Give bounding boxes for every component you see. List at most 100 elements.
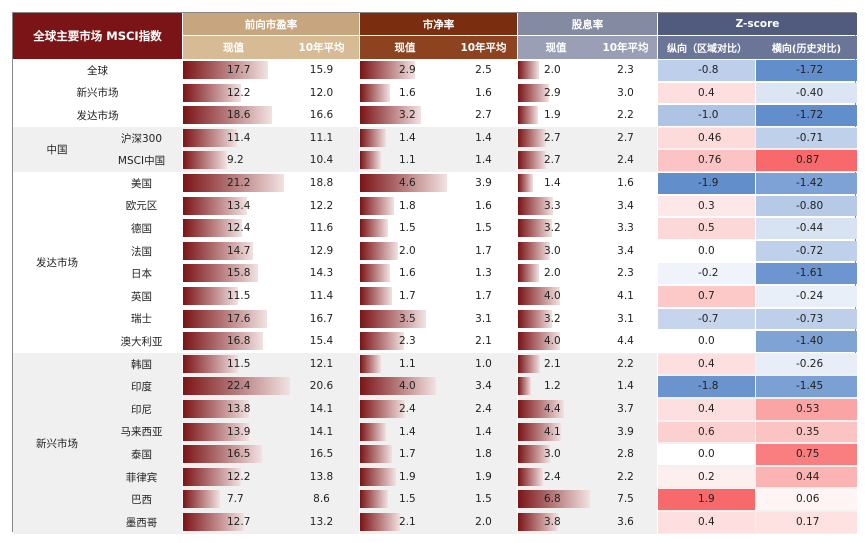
z-score-vertical: 0.2 xyxy=(658,466,755,488)
market-name: 瑞士 xyxy=(131,313,152,326)
dy-average: 3.0 xyxy=(617,86,634,99)
pb-current: 3.2 xyxy=(399,109,416,122)
pe-current: 13.8 xyxy=(227,403,251,415)
table-row: 印尼 13.8 14.1 2.4 2.4 4.4 3.7 0.4 0.53 xyxy=(13,398,857,421)
dy-current: 6.8 xyxy=(544,493,561,506)
dy-current: 2.0 xyxy=(544,64,561,76)
table-row: 沪深300 11.4 11.1 1.4 1.4 2.7 2.7 0.46 -0.71 xyxy=(13,126,857,150)
z-score-horizontal: 0.17 xyxy=(756,512,857,533)
column-divider xyxy=(359,59,360,533)
pb-current: 2.9 xyxy=(399,64,416,76)
pb-current: 2.3 xyxy=(399,335,416,348)
pb-current: 1.5 xyxy=(399,222,416,235)
dy-average: 3.4 xyxy=(617,244,634,257)
dy-average: 4.4 xyxy=(617,335,634,348)
pe-current: 9.2 xyxy=(227,154,244,167)
dy-average: 2.2 xyxy=(617,357,634,370)
pb-bar xyxy=(360,513,400,531)
z-score-horizontal: 0.87 xyxy=(756,150,857,171)
z-score-vertical: 0.4 xyxy=(658,399,755,420)
table-row: 泰国 16.5 16.5 1.7 1.8 3.0 2.8 0.0 0.75 xyxy=(13,443,857,466)
dy-bar xyxy=(518,445,550,464)
pb-bar xyxy=(360,445,393,464)
z-score-horizontal: -0.73 xyxy=(756,308,857,330)
pb-bar xyxy=(360,422,387,441)
pb-average: 3.4 xyxy=(475,380,492,393)
dy-average: 3.3 xyxy=(617,222,634,235)
pe-current: 12.2 xyxy=(227,86,251,99)
pb-bar xyxy=(360,400,406,418)
z-score-horizontal: -0.71 xyxy=(756,127,857,149)
pe-bar xyxy=(183,445,262,464)
dy-bar xyxy=(518,83,549,102)
market-name: 德国 xyxy=(131,222,152,235)
pe-current: 16.5 xyxy=(227,448,251,461)
dy-bar xyxy=(518,264,540,283)
market-name: 全球 xyxy=(87,64,108,77)
z-score-vertical: -1.0 xyxy=(658,105,755,126)
market-name: 韩国 xyxy=(131,358,152,371)
pb-current: 1.6 xyxy=(399,86,416,99)
market-name: MSCI中国 xyxy=(117,155,166,168)
dy-current: 3.8 xyxy=(544,516,561,528)
dy-average: 3.1 xyxy=(617,312,634,325)
z-score-vertical: -0.8 xyxy=(658,60,755,81)
pe-average: 18.8 xyxy=(309,177,334,189)
z-score-vertical: 0.0 xyxy=(658,444,755,465)
pb-current: 1.7 xyxy=(399,448,416,461)
region-group-label: 新兴市场 xyxy=(36,437,78,450)
pb-bar xyxy=(360,467,396,486)
pe-bar xyxy=(183,106,272,125)
pb-average: 2.5 xyxy=(475,64,492,76)
dy-bar xyxy=(518,490,590,509)
pb-header: 市净率 xyxy=(360,13,517,35)
dy-current: 1.4 xyxy=(544,177,561,189)
market-name: 巴西 xyxy=(131,494,152,507)
market-name: 马来西亚 xyxy=(120,426,163,439)
pb-current: 3.5 xyxy=(399,312,416,325)
pe-current: 17.6 xyxy=(227,312,251,325)
market-name: 澳大利亚 xyxy=(120,335,163,348)
z-score-horizontal: -1.72 xyxy=(756,105,857,126)
pe-current: 12.2 xyxy=(227,470,251,483)
dy-current: 3.2 xyxy=(544,222,561,235)
z-score-vertical: -1.8 xyxy=(658,376,755,397)
z-vertical-header: 纵向（区域对比） xyxy=(658,36,756,59)
dy-average: 4.1 xyxy=(617,290,634,302)
pb-average: 1.3 xyxy=(475,267,492,280)
dy-average: 2.3 xyxy=(617,267,634,280)
pe-average: 20.6 xyxy=(309,380,334,393)
dy-current-header: 现值 xyxy=(518,36,594,59)
dy-average: 3.9 xyxy=(617,425,634,438)
table-row: 欧元区 13.4 12.2 1.8 1.6 3.3 3.4 0.3 -0.80 xyxy=(13,195,857,218)
z-score-horizontal: -0.72 xyxy=(756,240,857,262)
market-name: 法国 xyxy=(131,245,152,258)
table-row: 法国 14.7 12.9 2.0 1.7 3.0 3.4 0.0 -0.72 xyxy=(13,240,857,263)
dy-bar xyxy=(518,400,565,418)
pb-bar xyxy=(360,264,391,283)
pe-current-header: 现值 xyxy=(183,36,284,59)
pe-average: 11.4 xyxy=(309,290,334,302)
market-name: 泰国 xyxy=(131,448,152,461)
dy-current: 2.7 xyxy=(544,154,561,167)
pb-average: 1.7 xyxy=(475,290,492,302)
dy-current: 4.0 xyxy=(544,290,561,302)
z-score-horizontal: 0.35 xyxy=(756,421,857,443)
dy-current: 4.0 xyxy=(544,335,561,348)
dy-bar xyxy=(518,151,547,170)
dy-average: 2.2 xyxy=(617,109,634,122)
pb-current: 1.4 xyxy=(399,131,416,144)
pe-bar xyxy=(183,332,264,351)
pe-average: 11.1 xyxy=(309,131,334,144)
pe-average: 14.3 xyxy=(309,267,334,280)
pb-current: 2.4 xyxy=(399,403,416,415)
pb-average: 1.9 xyxy=(475,470,492,483)
pe-current: 11.5 xyxy=(227,290,251,302)
pb-bar xyxy=(360,377,436,396)
pe-bar xyxy=(183,174,285,192)
z-score-vertical: 0.46 xyxy=(658,127,755,149)
pb-average: 1.5 xyxy=(475,222,492,235)
table-row: 全球 17.7 15.9 2.9 2.5 2.0 2.3 -0.8 -1.72 xyxy=(13,59,857,82)
z-score-vertical: -0.7 xyxy=(658,308,755,330)
pe-average: 12.2 xyxy=(309,199,334,212)
